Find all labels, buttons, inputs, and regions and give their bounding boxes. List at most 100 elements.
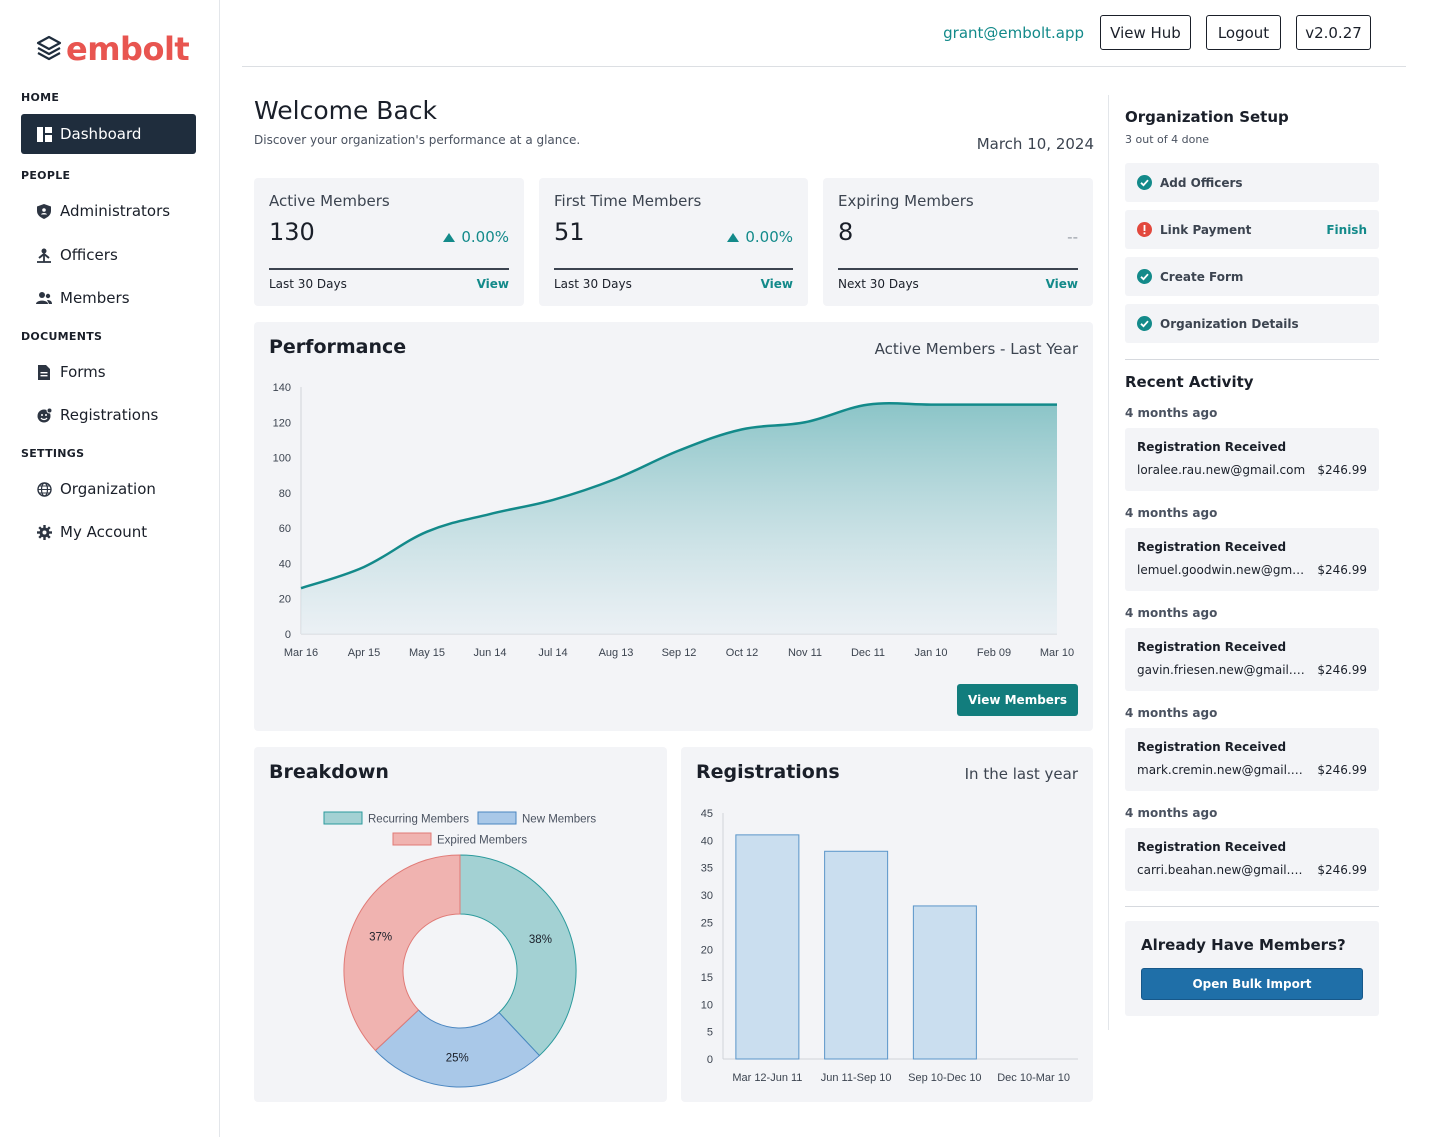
activity-item[interactable]: Registration Received gavin.friesen.new@… <box>1125 628 1379 691</box>
activity-title: Registration Received <box>1137 440 1287 454</box>
activity-time: 4 months ago <box>1125 806 1218 820</box>
activity-email: carri.beahan.new@gmail.com <box>1137 863 1309 877</box>
activity-item[interactable]: Registration Received loralee.rau.new@gm… <box>1125 428 1379 491</box>
view-hub-button[interactable]: View Hub <box>1100 15 1191 50</box>
y-tick-label: 20 <box>701 945 713 957</box>
brand-name: embolt <box>66 30 190 68</box>
stat-view-link[interactable]: View <box>476 277 509 291</box>
registrations-subtitle: In the last year <box>964 765 1078 783</box>
slice-label: 37% <box>369 932 392 944</box>
task-create-form[interactable]: Create Form <box>1125 257 1379 296</box>
org-setup-title: Organization Setup <box>1125 108 1289 126</box>
registrations-chart: 0 5 10 15 20 25 30 35 40 45 Mar 12-Jun 11 Jun 11-Se… <box>701 808 1078 1084</box>
finish-link[interactable]: Finish <box>1326 222 1367 237</box>
y-tick-label: 120 <box>273 417 291 429</box>
stat-title: First Time Members <box>554 192 702 210</box>
series-area <box>301 403 1057 634</box>
sidebar-item-organization[interactable]: Organization <box>21 469 196 509</box>
registration-icon <box>36 407 52 423</box>
activity-item[interactable]: Registration Received carri.beahan.new@g… <box>1125 828 1379 891</box>
sidebar-item-forms[interactable]: Forms <box>21 352 196 392</box>
performance-chart: 0 20 40 60 80 100 120 140 Mar 16 Apr 15 May 15 Jun … <box>273 382 1074 659</box>
sidebar-item-my-account[interactable]: My Account <box>21 512 196 552</box>
sidebar-item-officers[interactable]: Officers <box>21 235 196 275</box>
y-tick-label: 20 <box>279 594 291 606</box>
officer-icon <box>36 247 52 263</box>
activity-email: loralee.rau.new@gmail.com <box>1137 463 1306 477</box>
y-tick-label: 5 <box>707 1027 713 1039</box>
stat-view-link[interactable]: View <box>760 277 793 291</box>
x-tick-label: Mar 10 <box>1040 647 1074 659</box>
shield-icon <box>36 203 52 219</box>
y-tick-label: 60 <box>279 523 291 535</box>
globe-icon <box>36 481 52 497</box>
trend-up-icon <box>443 232 456 242</box>
stat-view-link[interactable]: View <box>1045 277 1078 291</box>
sidebar-item-label: Forms <box>60 363 106 381</box>
stat-card-active-members: Active Members 130 0.00% Last 30 Days Vi… <box>254 178 524 306</box>
sidebar-item-registrations[interactable]: Registrations <box>21 395 196 435</box>
alert-circle-icon <box>1137 222 1152 237</box>
bulk-import-card: Already Have Members? Open Bulk Import <box>1125 921 1379 1016</box>
activity-email: mark.cremin.new@gmail.com <box>1137 763 1309 777</box>
y-tick-label: 25 <box>701 917 713 929</box>
x-tick-label: Jun 14 <box>473 647 506 659</box>
y-tick-label: 80 <box>279 488 291 500</box>
bar <box>912 905 977 1060</box>
x-tick-label: Feb 09 <box>977 647 1011 659</box>
view-members-button[interactable]: View Members <box>957 684 1078 716</box>
activity-amount: $246.99 <box>1317 563 1367 577</box>
sidebar-item-label: Dashboard <box>60 125 142 143</box>
activity-item[interactable]: Registration Received lemuel.goodwin.new… <box>1125 528 1379 591</box>
legend-swatch <box>392 832 432 846</box>
x-tick-label: Aug 13 <box>599 647 634 659</box>
x-tick-label: Sep 10-Dec 10 <box>908 1072 981 1084</box>
task-organization-details[interactable]: Organization Details <box>1125 304 1379 343</box>
x-tick-label: Jan 10 <box>914 647 947 659</box>
y-tick-label: 100 <box>273 453 291 465</box>
y-tick-label: 140 <box>273 382 291 394</box>
sidebar-item-label: Administrators <box>60 202 171 220</box>
y-tick-label: 10 <box>701 999 713 1011</box>
sidebar-item-members[interactable]: Members <box>21 278 196 318</box>
x-tick-label: Apr 15 <box>348 647 380 659</box>
x-tick-label: Jul 14 <box>538 647 567 659</box>
user-email-link[interactable]: grant@embolt.app <box>943 24 1084 42</box>
sidebar-item-label: My Account <box>60 523 148 541</box>
stat-divider <box>838 268 1078 270</box>
y-tick-label: 0 <box>285 629 291 641</box>
task-label: Add Officers <box>1160 175 1243 190</box>
stat-period: Next 30 Days <box>838 277 919 291</box>
sidebar-item-dashboard[interactable]: Dashboard <box>21 114 196 154</box>
embolt-logo-icon <box>36 35 62 61</box>
slice-label: 38% <box>529 934 552 946</box>
open-bulk-import-button[interactable]: Open Bulk Import <box>1141 968 1363 1000</box>
check-circle-icon <box>1137 175 1152 190</box>
task-link-payment[interactable]: Link Payment Finish <box>1125 210 1379 249</box>
series-line <box>300 401 1057 590</box>
stat-change: 0.00% <box>443 228 509 246</box>
pie-slice <box>459 854 577 1057</box>
stat-card-expiring-members: Expiring Members 8 -- Next 30 Days View <box>823 178 1093 306</box>
task-add-officers[interactable]: Add Officers <box>1125 163 1379 202</box>
breakdown-chart: Recurring Members New Members Expired Memb… <box>323 811 596 1088</box>
activity-amount: $246.99 <box>1317 863 1367 877</box>
sidebar-item-administrators[interactable]: Administrators <box>21 191 196 231</box>
section-home: HOME <box>21 91 60 104</box>
activity-title: Registration Received <box>1137 840 1287 854</box>
dashboard-icon <box>36 126 52 142</box>
brand-logo[interactable]: embolt <box>36 30 190 68</box>
org-setup-progress: 3 out of 4 done <box>1125 133 1210 146</box>
bar <box>824 850 889 1060</box>
version-button[interactable]: v2.0.27 <box>1296 15 1371 50</box>
current-date: March 10, 2024 <box>976 135 1094 153</box>
page-subtitle: Discover your organization's performance… <box>254 133 581 147</box>
logout-button[interactable]: Logout <box>1206 15 1281 50</box>
gear-icon <box>36 524 52 540</box>
activity-amount: $246.99 <box>1317 763 1367 777</box>
sidebar-item-label: Members <box>60 289 130 307</box>
stat-title: Expiring Members <box>838 192 974 210</box>
activity-item[interactable]: Registration Received mark.cremin.new@gm… <box>1125 728 1379 791</box>
activity-time: 4 months ago <box>1125 406 1218 420</box>
performance-subtitle: Active Members - Last Year <box>874 340 1078 358</box>
